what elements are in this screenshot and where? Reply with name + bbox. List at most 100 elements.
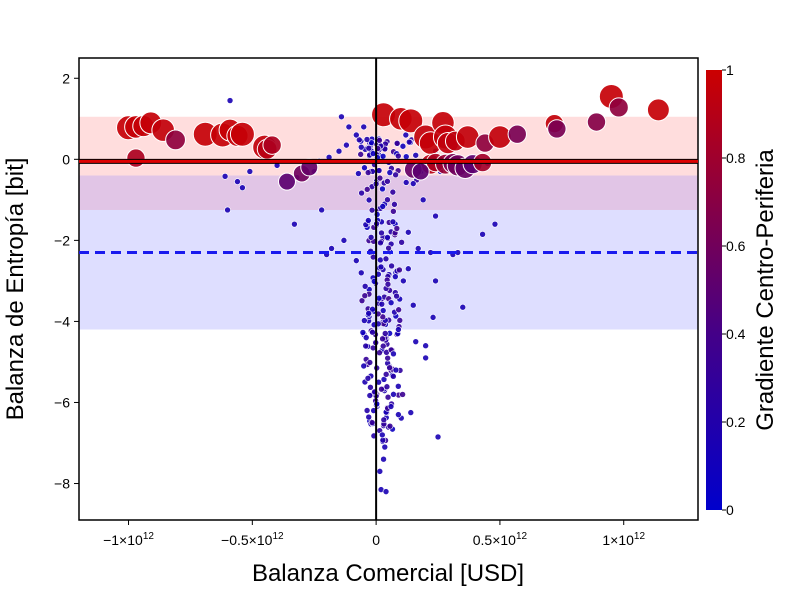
cluster-point-227 — [363, 136, 371, 143]
cluster-point-35 — [402, 153, 410, 160]
cluster-point-13 — [379, 307, 387, 314]
cluster-point-151 — [378, 229, 385, 237]
periphery-point-23 — [340, 237, 348, 244]
colorbar-ticks: 0 0.2 0.4 0.6 0.8 1 — [722, 62, 746, 518]
center-point-29 — [547, 119, 567, 139]
periphery-point-22 — [328, 245, 335, 252]
periphery-point-44 — [395, 326, 402, 333]
cluster-point-103 — [378, 300, 386, 308]
periphery-point-32 — [429, 314, 437, 321]
cluster-point-113 — [378, 385, 385, 393]
periphery-point-27 — [491, 220, 499, 228]
y-tick-label-5: −8 — [54, 476, 70, 492]
y-tick-label-2: −2 — [54, 232, 70, 248]
cluster-point-184 — [392, 273, 399, 280]
periphery-point-49 — [387, 403, 395, 410]
cluster-point-29 — [357, 151, 364, 158]
y-tick-label-0: 2 — [62, 70, 70, 86]
y-tick-label-4: −6 — [54, 394, 70, 410]
cluster-point-256 — [361, 282, 369, 290]
cluster-point-206 — [394, 152, 402, 160]
periphery-point-46 — [432, 277, 439, 285]
colorbar-title: Gradiente Centro-Periferia — [752, 149, 779, 431]
colorbar-tick-label-2: 0.4 — [726, 326, 746, 342]
y-axis-ticks: 2 0 −2 −4 −6 −8 — [54, 70, 79, 492]
periphery-point-28 — [459, 303, 467, 311]
colorbar-tick-label-1: 0.2 — [726, 414, 746, 430]
cluster-point-208 — [367, 234, 375, 241]
periphery-point-48 — [392, 366, 400, 374]
data-points — [116, 84, 670, 495]
center-point-30 — [586, 112, 607, 132]
y-tick-label-3: −4 — [54, 313, 70, 329]
cluster-point-150 — [365, 196, 373, 204]
colorbar-tick-label-4: 0.8 — [726, 150, 746, 166]
periphery-point-60 — [365, 310, 372, 317]
cluster-point-5 — [363, 407, 371, 414]
periphery-point-43 — [409, 301, 417, 309]
x-axis-ticks: −1×1012 −0.5×1012 0 0.5×1012 1×1012 — [103, 520, 645, 548]
periphery-point-50 — [390, 391, 397, 398]
cluster-point-199 — [365, 217, 372, 224]
cluster-point-178 — [384, 178, 391, 185]
periphery-point-41 — [414, 245, 422, 252]
cluster-point-105 — [368, 206, 376, 214]
cluster-point-197 — [366, 392, 374, 399]
cluster-point-125 — [384, 196, 391, 204]
cluster-point-52 — [359, 329, 367, 336]
periphery-point-0 — [226, 97, 234, 104]
reference-lines — [79, 58, 698, 520]
periphery-point-58 — [390, 350, 397, 358]
periphery-point-54 — [379, 431, 386, 439]
center-point-5 — [165, 129, 186, 151]
cluster-point-259 — [376, 174, 384, 182]
cluster-point-111 — [402, 179, 410, 186]
cluster-point-219 — [365, 144, 373, 152]
cluster-point-138 — [369, 328, 376, 336]
cluster-point-174 — [384, 393, 392, 401]
cluster-point-145 — [395, 382, 402, 390]
cluster-point-253 — [379, 335, 386, 343]
periphery-point-3 — [239, 184, 246, 191]
periphery-point-16 — [338, 113, 345, 121]
periphery-point-42 — [400, 277, 407, 285]
cluster-point-237 — [377, 263, 385, 271]
periphery-point-33 — [432, 212, 439, 220]
periphery-point-63 — [360, 362, 368, 370]
cluster-point-231 — [358, 189, 365, 197]
cluster-point-120 — [367, 384, 374, 391]
periphery-point-57 — [395, 411, 402, 418]
cluster-point-173 — [382, 371, 390, 378]
cluster-point-163 — [389, 188, 397, 196]
cluster-point-135 — [393, 292, 400, 300]
center-point-32 — [608, 97, 629, 118]
x-tick-label-2: 0 — [372, 532, 380, 548]
cluster-point-251 — [364, 169, 372, 176]
center-point-14 — [262, 135, 282, 155]
cluster-point-185 — [385, 244, 392, 252]
periphery-point-9 — [318, 206, 325, 214]
periphery-point-29 — [434, 433, 442, 441]
periphery-point-2 — [234, 178, 241, 185]
periphery-point-67 — [412, 151, 420, 159]
cluster-point-247 — [395, 306, 402, 314]
x-tick-label-1: −0.5×1012 — [221, 531, 284, 548]
colorbar-tick-label-5: 1 — [726, 62, 734, 78]
cluster-point-221 — [396, 317, 404, 324]
cluster-point-243 — [368, 419, 376, 426]
periphery-point-52 — [382, 488, 390, 495]
cluster-point-241 — [399, 142, 407, 150]
periphery-point-4 — [246, 168, 254, 175]
cluster-point-102 — [366, 359, 374, 366]
x-tick-label-3: 0.5×1012 — [473, 531, 528, 548]
cluster-point-187 — [362, 342, 370, 350]
cluster-point-142 — [379, 313, 387, 321]
colorbar-tick-label-0: 0 — [726, 502, 734, 518]
cluster-point-258 — [387, 299, 395, 307]
periphery-point-15 — [343, 141, 350, 149]
periphery-point-38 — [409, 180, 417, 187]
cluster-point-182 — [390, 208, 397, 215]
center-point-27 — [507, 124, 527, 144]
cluster-point-244 — [364, 374, 372, 382]
